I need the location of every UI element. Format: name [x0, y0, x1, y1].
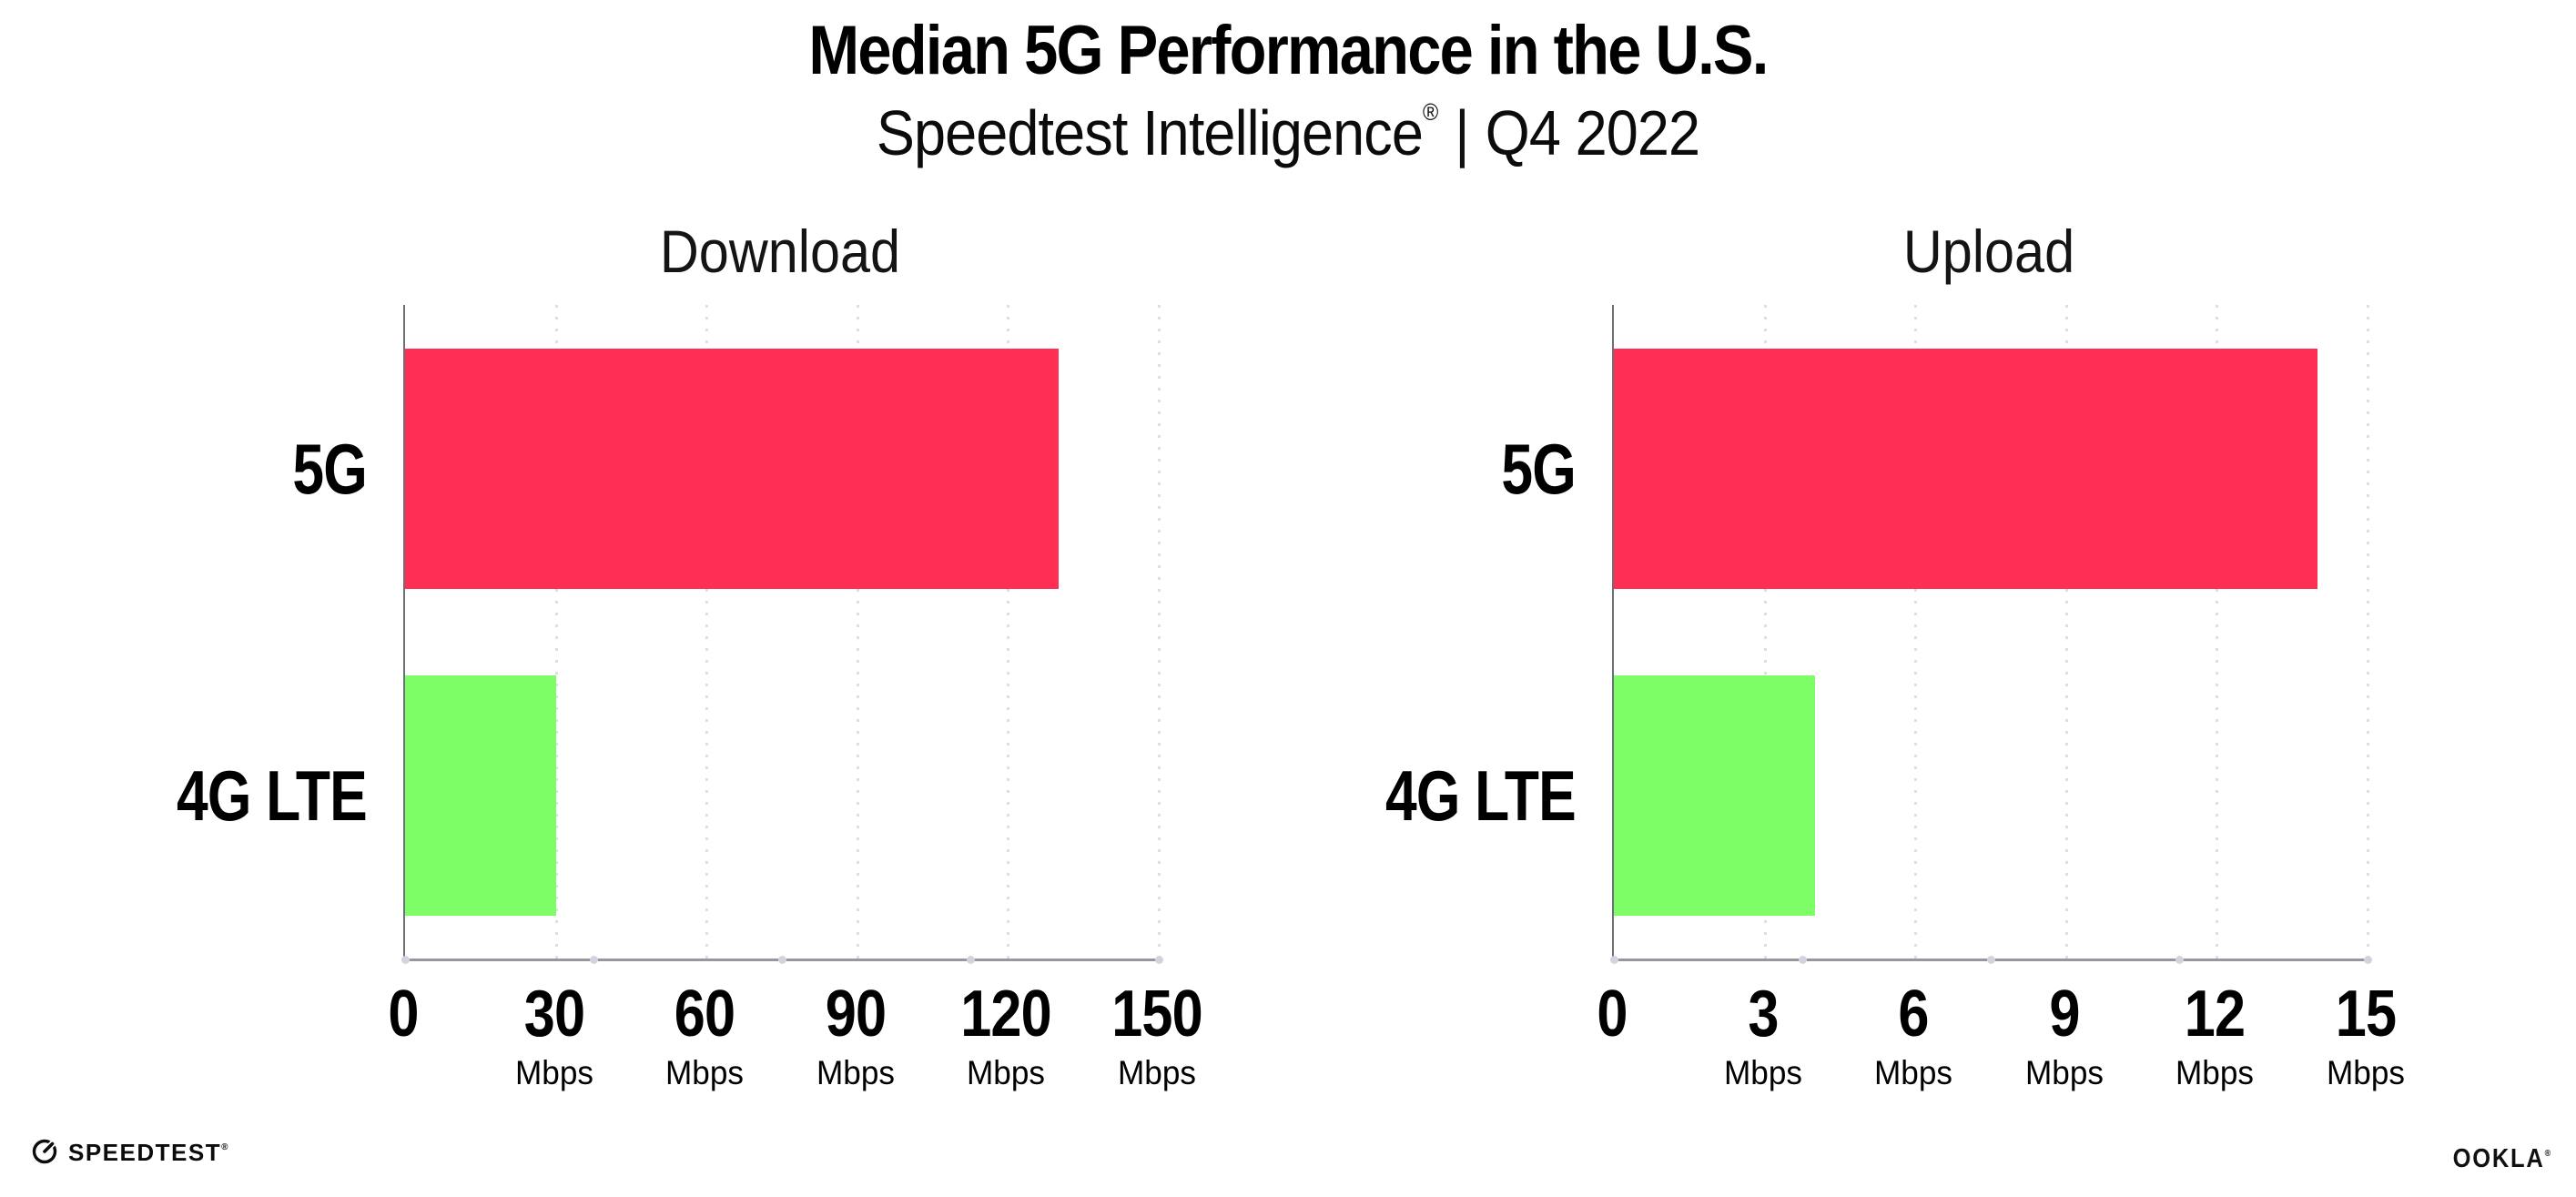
- x-tick-value: 9: [2049, 978, 2080, 1050]
- category-label-4g-lte: 4G LTE: [177, 755, 368, 836]
- x-tick-unit: Mbps: [1723, 1054, 1802, 1091]
- gauge-icon: [32, 1137, 58, 1163]
- axis-dot: [1609, 956, 1618, 964]
- gridline-15-mbps: [2367, 305, 2369, 959]
- gridline-9-mbps: [2064, 305, 2068, 959]
- x-tick-120: 120 Mbps: [887, 981, 1124, 1090]
- x-tick-15: 15 Mbps: [2247, 981, 2484, 1090]
- x-tick-value: 12: [2185, 978, 2246, 1050]
- x-tick-value: 0: [1597, 978, 1628, 1050]
- gridline-3-mbps: [1763, 305, 1767, 959]
- x-tick-12: 12 Mbps: [2096, 981, 2333, 1090]
- axis-dot: [777, 956, 786, 964]
- axis-dot: [1154, 956, 1163, 964]
- registered-mark: ®: [1423, 98, 1439, 126]
- x-tick-9: 9 Mbps: [1946, 981, 2183, 1090]
- x-tick-value: 120: [960, 978, 1052, 1050]
- x-tick-value: 6: [1898, 978, 1930, 1050]
- speedtest-registered-mark: ®: [221, 1142, 229, 1152]
- axis-dot: [966, 956, 975, 964]
- bar-5g: [1614, 348, 2317, 589]
- x-tick-unit: Mbps: [665, 1054, 745, 1091]
- gridline-120-mbps: [1007, 305, 1010, 959]
- gridline-12-mbps: [2216, 305, 2219, 959]
- x-tick-unit: Mbps: [514, 1054, 593, 1091]
- category-label-5g: 5G: [1501, 428, 1576, 509]
- gridline-6-mbps: [1914, 305, 1918, 959]
- x-tick-60: 60 Mbps: [586, 981, 823, 1090]
- x-tick-value: 60: [674, 978, 735, 1050]
- gridline-30-mbps: [554, 305, 558, 959]
- x-tick-3: 3 Mbps: [1645, 981, 1881, 1090]
- bar-4g-lte: [1614, 675, 1815, 916]
- x-tick-value: 30: [523, 978, 584, 1050]
- x-tick-90: 90 Mbps: [737, 981, 974, 1090]
- x-tick-unit: Mbps: [2024, 1054, 2104, 1091]
- download-plot-area: [401, 305, 1163, 964]
- page-subtitle: Speedtest Intelligence® | Q4 2022: [129, 96, 2448, 169]
- x-tick-value: 150: [1111, 978, 1202, 1050]
- speedtest-wordmark: SPEEDTEST®: [68, 1139, 229, 1166]
- page-title: Median 5G Performance in the U.S.: [808, 12, 1769, 89]
- subtitle-period: Q4 2022: [1485, 97, 1700, 168]
- speedtest-logo: SPEEDTEST®: [31, 1134, 229, 1166]
- x-tick-6: 6 Mbps: [1795, 981, 2032, 1090]
- axis-dot: [1986, 956, 1995, 964]
- x-tick-150: 150 Mbps: [1039, 981, 1275, 1090]
- category-label-4g-lte: 4G LTE: [1385, 755, 1577, 836]
- x-tick-value: 15: [2335, 978, 2397, 1050]
- x-tick-unit: Mbps: [1874, 1054, 1953, 1091]
- bar-4g-lte: [405, 675, 556, 916]
- axis-dot: [1798, 956, 1807, 964]
- x-tick-unit: Mbps: [1118, 1054, 1196, 1091]
- axis-dot: [401, 956, 410, 964]
- axis-dot: [589, 956, 598, 964]
- subtitle-brand: Speedtest Intelligence: [876, 97, 1424, 168]
- x-tick-30: 30 Mbps: [436, 981, 673, 1090]
- upload-plot-area: [1609, 305, 2372, 964]
- upload-chart-title: Upload: [1902, 218, 2075, 285]
- download-chart-title: Download: [659, 218, 901, 285]
- axis-dot: [2363, 956, 2372, 964]
- bar-5g: [405, 348, 1059, 589]
- gridline-150-mbps: [1158, 305, 1161, 959]
- x-tick-unit: Mbps: [2175, 1054, 2255, 1091]
- x-tick-unit: Mbps: [2327, 1054, 2405, 1091]
- ookla-registered-mark: ®: [2544, 1149, 2551, 1159]
- ookla-logo: OOKLA®: [2452, 1144, 2551, 1173]
- gridline-60-mbps: [705, 305, 709, 959]
- x-tick-unit: Mbps: [816, 1054, 895, 1091]
- x-tick-0: 0: [285, 981, 522, 1047]
- x-tick-value: 90: [825, 978, 887, 1050]
- x-tick-value: 3: [1747, 978, 1779, 1050]
- subtitle-separator: |: [1455, 97, 1469, 168]
- x-tick-value: 0: [388, 978, 419, 1050]
- category-label-5g: 5G: [292, 428, 367, 509]
- x-tick-unit: Mbps: [967, 1054, 1046, 1091]
- x-tick-0: 0: [1494, 981, 1730, 1047]
- gridline-90-mbps: [856, 305, 859, 959]
- axis-dot: [2175, 956, 2184, 964]
